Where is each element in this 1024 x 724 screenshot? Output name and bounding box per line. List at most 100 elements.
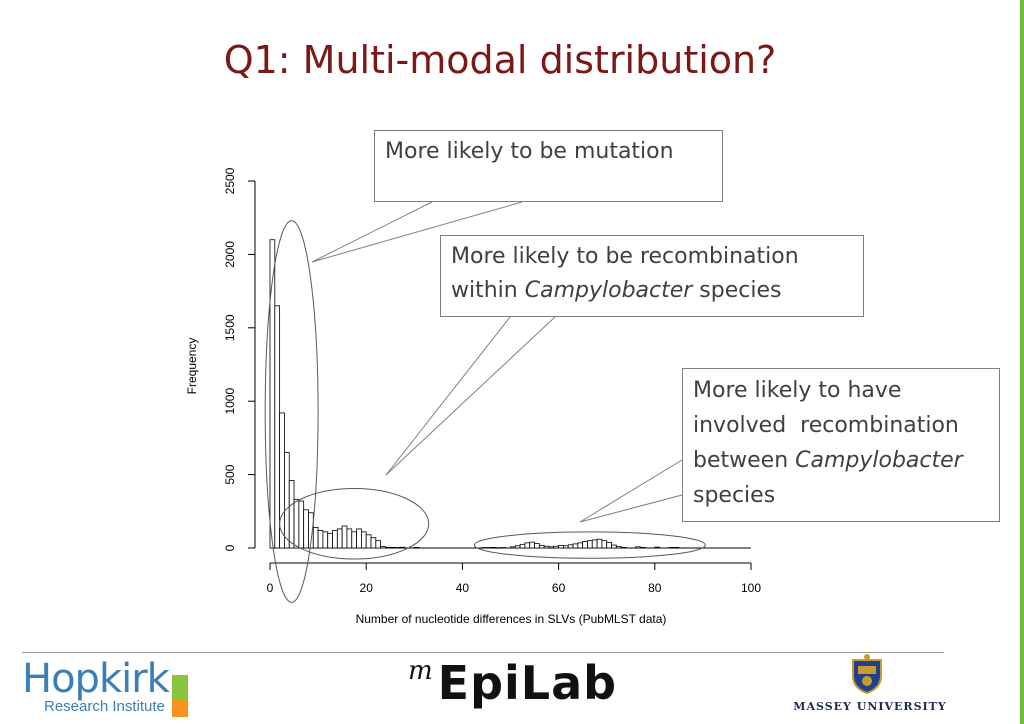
histogram-bar-30 xyxy=(413,547,420,549)
histogram-bar-17 xyxy=(351,531,357,549)
histogram-bar-64 xyxy=(577,542,584,549)
callout-pointers xyxy=(311,201,683,523)
histogram-bar-54 xyxy=(529,541,535,549)
x-tick-label-0: 0 xyxy=(267,581,274,595)
histogram-bar-55 xyxy=(534,543,540,549)
slide-title: Q1: Multi-modal distribution? xyxy=(223,38,777,82)
y-tick-label-2500: 2500 xyxy=(223,167,237,194)
histogram-bar-61 xyxy=(563,545,569,549)
epilab-logo: mEpiLab xyxy=(408,656,618,710)
logo-square-green xyxy=(172,675,188,699)
y-axis-label: Frequency xyxy=(185,338,199,395)
histogram-bar-77 xyxy=(639,547,646,549)
callout-within-line2: within Campylobacter species xyxy=(451,278,782,303)
hopkirk-logo: Hopkirk Research Institute xyxy=(22,656,202,720)
histogram-bar-69 xyxy=(601,540,608,549)
histogram-bar-71 xyxy=(611,544,617,549)
histogram-bar-50 xyxy=(510,546,516,549)
histogram-bar-5 xyxy=(293,499,300,549)
logo-square-orange xyxy=(172,699,188,717)
histogram-bar-72 xyxy=(615,546,622,549)
histogram-bar-9 xyxy=(312,527,319,549)
x-tick-label-80: 80 xyxy=(648,581,662,595)
callout-between-line2: involved recombination xyxy=(693,413,959,438)
histogram-bar-66 xyxy=(587,540,593,549)
histogram-bar-65 xyxy=(582,540,588,549)
callout-between-species: More likely to have involved recombinati… xyxy=(682,368,1000,522)
histogram-bar-27 xyxy=(399,546,406,549)
species-name: Campylobacter xyxy=(524,278,693,303)
histogram-bar-52 xyxy=(519,543,526,549)
callout-between-line3: between Campylobacter xyxy=(693,448,963,473)
histogram-bar-67 xyxy=(591,539,598,549)
pointer-mutation-b xyxy=(311,201,523,263)
x-axis-label: Number of nucleotide differences in SLVs… xyxy=(356,612,667,626)
callout-between-line4: species xyxy=(693,483,776,508)
histogram-bar-46 xyxy=(490,547,497,549)
pointer-within-a xyxy=(385,316,511,476)
histogram-bar-70 xyxy=(606,542,612,549)
histogram-bar-24 xyxy=(385,546,391,549)
y-tick-label-1500: 1500 xyxy=(223,314,237,341)
massey-crest-icon xyxy=(852,654,882,694)
histogram-bar-11 xyxy=(322,531,329,549)
histogram-bar-53 xyxy=(524,542,531,549)
x-tick-label-20: 20 xyxy=(360,581,374,595)
pointer-between-b xyxy=(579,494,683,523)
pointer-within-b xyxy=(385,316,556,476)
histogram-bar-83 xyxy=(668,547,675,549)
histogram-bar-56 xyxy=(538,544,545,549)
histogram-bar-0 xyxy=(269,239,276,549)
histogram-bar-60 xyxy=(558,544,564,549)
histogram-bar-13 xyxy=(332,529,338,549)
histogram-bar-14 xyxy=(336,528,343,549)
callout-between-line1: More likely to have xyxy=(693,378,902,403)
y-tick-label-2000: 2000 xyxy=(223,241,237,268)
histogram-bar-21 xyxy=(370,537,377,549)
massey-logo: MASSEY UNIVERSITY xyxy=(790,654,950,720)
species-name: Campylobacter xyxy=(795,448,963,473)
histogram-bar-4 xyxy=(288,480,295,549)
histogram-bar-18 xyxy=(356,528,362,549)
histogram-bar-48 xyxy=(500,547,507,549)
within-ellipse xyxy=(279,488,430,560)
x-tick-label-40: 40 xyxy=(456,581,470,595)
histogram-bar-22 xyxy=(375,540,382,549)
histogram-bar-84 xyxy=(673,547,680,549)
y-tick-label-0: 0 xyxy=(223,544,237,551)
histogram-bar-44 xyxy=(481,547,487,549)
histogram-bar-80 xyxy=(654,546,661,549)
callout-mutation-text: More likely to be mutation xyxy=(385,139,674,164)
histogram-bar-12 xyxy=(327,532,333,549)
mutation-ellipse xyxy=(264,220,319,603)
histogram-bar-23 xyxy=(380,546,386,549)
histogram-bar-16 xyxy=(346,528,353,549)
callout-within-species: More likely to be recombination within C… xyxy=(440,235,864,317)
histogram-bars xyxy=(269,239,751,549)
chart-ellipses xyxy=(264,220,706,603)
histogram-bar-26 xyxy=(394,547,401,549)
between-ellipse xyxy=(473,531,706,559)
histogram-bar-63 xyxy=(572,543,579,549)
histogram-bar-19 xyxy=(360,531,367,549)
callout-within-line1: More likely to be recombination xyxy=(451,244,799,269)
y-tick-label-1000: 1000 xyxy=(223,388,237,415)
histogram-bar-51 xyxy=(514,545,521,549)
histogram-bar-3 xyxy=(284,452,290,549)
pointer-mutation-a xyxy=(311,201,433,263)
y-tick-label-500: 500 xyxy=(223,464,237,484)
x-tick-label-100: 100 xyxy=(741,581,761,595)
histogram-bar-45 xyxy=(486,547,492,549)
histogram-bar-1 xyxy=(274,305,281,549)
pointer-between-a xyxy=(579,459,683,523)
histogram-bar-62 xyxy=(567,544,574,549)
histogram-bar-73 xyxy=(620,547,627,549)
x-tick-label-60: 60 xyxy=(552,581,566,595)
histogram-bar-25 xyxy=(389,547,396,549)
histogram-bar-68 xyxy=(596,538,603,549)
right-edge-accent xyxy=(1020,0,1024,724)
histogram-bar-15 xyxy=(341,525,348,549)
callout-mutation: More likely to be mutation xyxy=(374,130,723,202)
